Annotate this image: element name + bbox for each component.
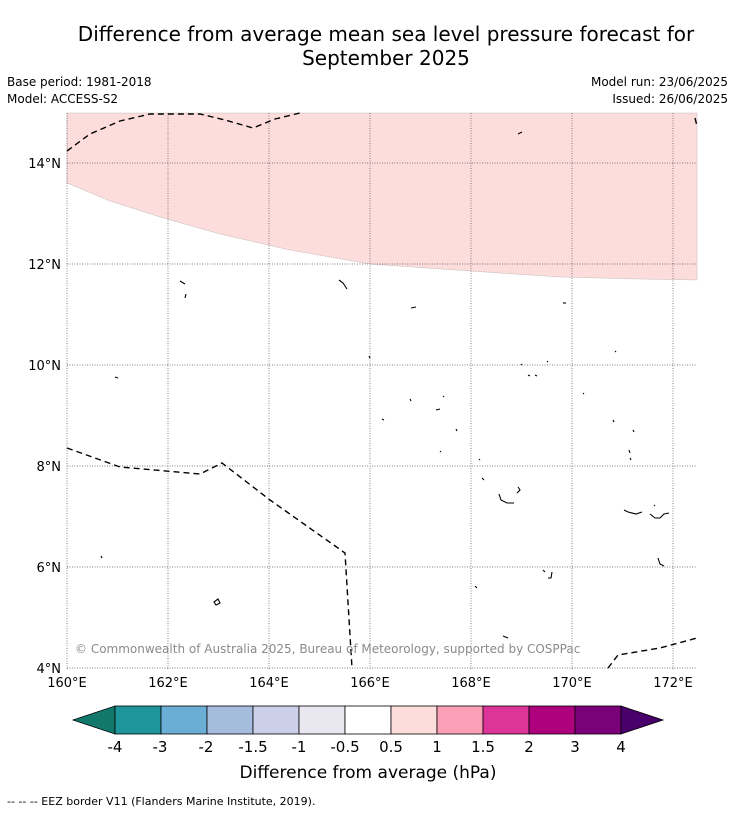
island [582, 392, 585, 395]
island [184, 293, 187, 299]
lon-tick-label: 170°E [552, 676, 592, 691]
eez-border-north [66, 112, 301, 152]
island [632, 429, 635, 433]
island [520, 363, 523, 366]
map-title: Difference from average mean sea level p… [0, 22, 736, 70]
colorbar-extend-low [71, 705, 116, 735]
island [546, 360, 549, 363]
base-period: Base period: 1981-2018 [7, 75, 152, 89]
island [338, 279, 348, 290]
island [213, 598, 221, 606]
colorbar-tick-label: -1 [292, 738, 307, 756]
island [623, 509, 643, 515]
colorbar-tick-label: -4 [108, 738, 123, 756]
lon-tick-label: 166°E [350, 676, 390, 691]
island [368, 355, 371, 359]
island [410, 306, 417, 309]
island [179, 280, 186, 285]
title-line-1: Difference from average mean sea level p… [77, 22, 695, 46]
eez-legend: -- -- -- EEZ border V11 (Flanders Marine… [7, 795, 316, 808]
model-run: Model run: 23/06/2025 [590, 75, 728, 89]
eez-border-edge [694, 117, 698, 127]
colorbar-swatches [71, 705, 665, 735]
island [657, 557, 665, 567]
map-panel: © Commonwealth of Australia 2025, Bureau… [66, 112, 698, 669]
island [474, 585, 478, 589]
island [517, 131, 523, 135]
title-line-2: September 2025 [302, 46, 470, 70]
colorbar-tick-label: -1.5 [238, 738, 267, 756]
island [653, 504, 656, 507]
island [381, 418, 385, 421]
colorbar-tick-label: 0.5 [379, 738, 403, 756]
colorbar-swatch [390, 705, 438, 735]
lat-tick-label: 6°N [37, 561, 62, 576]
island [481, 477, 485, 481]
colorbar-tick-label: 3 [570, 738, 580, 756]
island [478, 458, 481, 461]
island [516, 486, 521, 494]
lon-tick-label: 172°E [653, 676, 693, 691]
lon-tick-label: 168°E [451, 676, 491, 691]
colorbar-tick-label: -3 [153, 738, 168, 756]
lon-tick-label: 164°E [249, 676, 289, 691]
colorbar-label: Difference from average (hPa) [240, 763, 497, 783]
colorbar-ticks: -4 -3 -2 -1.5 -1 -0.5 0.5 1 1.5 2 3 4 [108, 738, 626, 756]
meta-left: Base period: 1981-2018 Model: ACCESS-S2 [7, 74, 152, 108]
colorbar-swatch [344, 705, 392, 735]
lat-tick-label: 10°N [28, 359, 61, 374]
colorbar-swatch [252, 705, 300, 735]
colorbar-swatch [114, 705, 162, 735]
island [409, 398, 412, 402]
island [628, 449, 632, 461]
lon-tick-label: 160°E [47, 676, 87, 691]
colorbar-extend-high [620, 705, 665, 735]
islands [100, 131, 670, 639]
model-name: Model: ACCESS-S2 [7, 92, 119, 106]
island [498, 493, 514, 504]
colorbar-swatch [206, 705, 254, 735]
colorbar-tick-label: 4 [616, 738, 626, 756]
colorbar-tick-label: 1.5 [471, 738, 495, 756]
colorbar-swatch [528, 705, 576, 735]
lat-tick-label: 8°N [37, 460, 62, 475]
colorbar-tick-label: -0.5 [330, 738, 359, 756]
island [100, 555, 103, 559]
island [649, 512, 670, 519]
island [542, 569, 553, 579]
island [114, 376, 119, 379]
island [435, 408, 441, 411]
lat-axis: 14°N 12°N 10°N 8°N 6°N 4°N [28, 157, 61, 677]
colorbar-swatch [482, 705, 530, 735]
island [439, 450, 442, 453]
colorbar-tick-label: 1 [432, 738, 442, 756]
eez-borders [66, 112, 698, 669]
colorbar-swatch [298, 705, 346, 735]
island [502, 635, 509, 639]
colorbar-tick-label: -2 [199, 738, 214, 756]
issued-date: Issued: 26/06/2025 [612, 92, 728, 106]
lat-tick-label: 14°N [28, 157, 61, 172]
island [612, 419, 615, 423]
colorbar: -4 -3 -2 -1.5 -1 -0.5 0.5 1 1.5 2 3 4 Di… [71, 705, 665, 783]
island [442, 395, 445, 398]
colorbar-swatch [160, 705, 208, 735]
colorbar-swatch [574, 705, 622, 735]
copyright-notice: © Commonwealth of Australia 2025, Bureau… [75, 642, 580, 656]
island [527, 374, 538, 377]
gridlines [67, 113, 697, 669]
island [614, 350, 617, 353]
colorbar-tick-label: 2 [524, 738, 534, 756]
eez-border-west [66, 447, 353, 669]
island [455, 428, 458, 432]
meta-right: Model run: 23/06/2025 Issued: 26/06/2025 [591, 74, 728, 108]
lon-axis: 160°E 162°E 164°E 166°E 168°E 170°E 172°… [47, 676, 693, 691]
lat-tick-label: 4°N [37, 662, 62, 677]
map-figure: © Commonwealth of Australia 2025, Bureau… [28, 112, 698, 783]
lon-tick-label: 162°E [148, 676, 188, 691]
colorbar-swatch [436, 705, 484, 735]
lat-tick-label: 12°N [28, 258, 61, 273]
